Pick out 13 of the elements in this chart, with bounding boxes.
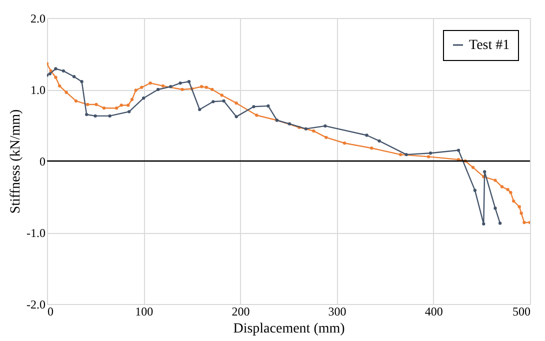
x-tick-label: 100 (135, 304, 154, 318)
y-tick-label: -1.0 (26, 226, 46, 240)
x-tick-label: 400 (424, 304, 443, 318)
y-tick-label: 1.0 (30, 83, 46, 97)
y-tick-label: -2.0 (26, 298, 46, 312)
x-tick-label: 200 (232, 304, 250, 318)
y-tick-label: 2.0 (30, 12, 46, 26)
x-axis-title: Displacement (mm) (233, 322, 346, 336)
y-axis-title: Stiffness (kN/mm) (8, 108, 24, 214)
y-tick-label: 0 (40, 154, 46, 168)
x-tick-label: 300 (328, 304, 346, 318)
x-tick-label: 500 (512, 304, 530, 318)
legend-label: Test #1 (469, 38, 510, 53)
